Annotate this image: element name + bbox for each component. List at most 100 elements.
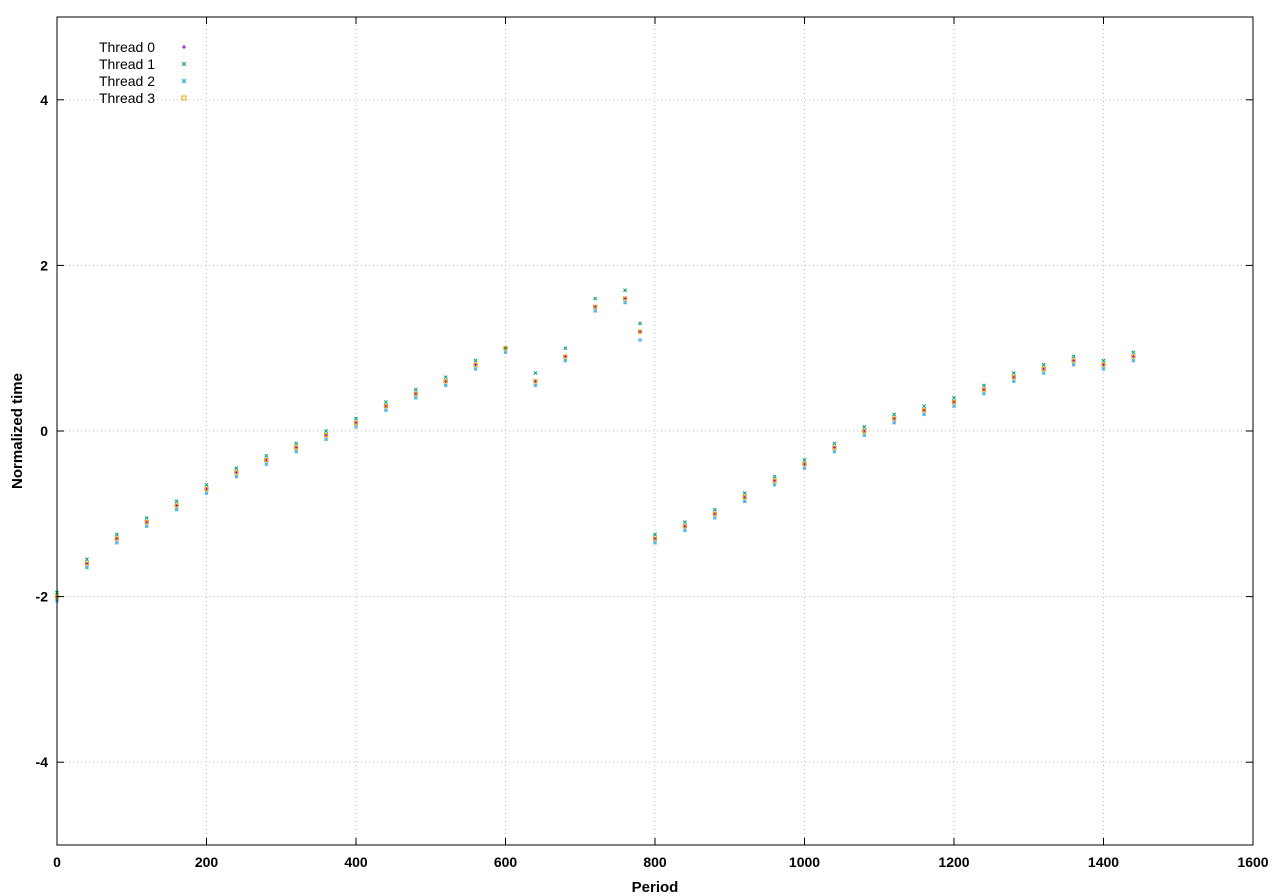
data-point [205, 492, 208, 495]
data-point [638, 322, 641, 325]
data-point [115, 533, 118, 536]
data-point [638, 338, 641, 341]
y-tick-label: 0 [40, 423, 48, 439]
series-thread-0 [55, 297, 1135, 598]
data-point [295, 450, 298, 453]
data-point [325, 429, 328, 432]
data-point [444, 384, 447, 387]
data-point [85, 566, 88, 569]
x-tick-label: 800 [643, 854, 667, 870]
data-point [115, 541, 118, 544]
data-point [1042, 371, 1045, 374]
data-point [982, 392, 985, 395]
data-point [1132, 351, 1135, 354]
data-point [683, 529, 686, 532]
data-point [235, 475, 238, 478]
y-tick-label: 4 [40, 92, 48, 108]
data-point [952, 396, 955, 399]
x-tick-label: 1000 [789, 854, 820, 870]
data-point [773, 483, 776, 486]
data-point [325, 438, 328, 441]
data-point [653, 541, 656, 544]
data-point [534, 384, 537, 387]
x-axis-label: Period [632, 879, 679, 896]
legend-label: Thread 2 [99, 73, 155, 89]
data-point [354, 425, 357, 428]
axis-ticks: 0 200 400 600 800 1000 1200 1400 1600 -4 -2 0 2 4 [36, 17, 1269, 870]
data-point [594, 309, 597, 312]
data-point [833, 442, 836, 445]
data-point [1072, 355, 1075, 358]
data-point [474, 359, 477, 362]
data-point [713, 516, 716, 519]
data-point [594, 297, 597, 300]
data-point [1012, 371, 1015, 374]
data-point [923, 413, 926, 416]
series-thread-2 [55, 301, 1135, 602]
data-point [743, 500, 746, 503]
data-point [564, 347, 567, 350]
data-point [1072, 363, 1075, 366]
data-point [713, 508, 716, 511]
x-tick-label: 200 [195, 854, 219, 870]
legend-marker [182, 45, 186, 49]
data-point [414, 388, 417, 391]
data-point [1042, 363, 1045, 366]
grid-lines [57, 17, 1253, 845]
data-point [743, 492, 746, 495]
data-point [414, 396, 417, 399]
x-tick-label: 400 [344, 854, 368, 870]
y-axis-label: Normalized time [9, 373, 26, 489]
data-point [1012, 380, 1015, 383]
series-thread-3 [55, 297, 1135, 598]
data-point [833, 450, 836, 453]
data-point [863, 425, 866, 428]
data-point [175, 508, 178, 511]
data-point [1102, 367, 1105, 370]
y-tick-label: -4 [36, 754, 49, 770]
data-point [893, 421, 896, 424]
legend-marker [182, 62, 186, 66]
data-point [624, 289, 627, 292]
y-tick-label: -2 [36, 589, 49, 605]
data-point [564, 359, 567, 362]
y-tick-label: 2 [40, 257, 48, 273]
x-tick-label: 1600 [1237, 854, 1268, 870]
legend-label: Thread 3 [99, 90, 155, 106]
data-point [175, 500, 178, 503]
legend-marker [182, 79, 186, 83]
data-point [1132, 359, 1135, 362]
data-point [952, 405, 955, 408]
data-point [534, 371, 537, 374]
data-point [85, 558, 88, 561]
data-point [504, 351, 507, 354]
data-point [235, 467, 238, 470]
x-tick-label: 600 [494, 854, 518, 870]
data-point [624, 301, 627, 304]
data-point [683, 520, 686, 523]
data-points [55, 289, 1135, 603]
data-point [773, 475, 776, 478]
data-point [265, 454, 268, 457]
data-point [803, 467, 806, 470]
data-point [384, 400, 387, 403]
x-tick-label: 1400 [1088, 854, 1119, 870]
x-tick-label: 1200 [938, 854, 969, 870]
data-point [982, 384, 985, 387]
data-point [145, 516, 148, 519]
x-tick-label: 0 [53, 854, 61, 870]
data-point [893, 413, 896, 416]
data-point [265, 463, 268, 466]
data-point [923, 405, 926, 408]
data-point [384, 409, 387, 412]
legend-label: Thread 1 [99, 56, 155, 72]
legend-label: Thread 0 [99, 39, 155, 55]
series-thread-1 [55, 289, 1135, 594]
data-point [295, 442, 298, 445]
data-point [145, 525, 148, 528]
data-point [863, 434, 866, 437]
data-point [444, 376, 447, 379]
data-point [474, 367, 477, 370]
